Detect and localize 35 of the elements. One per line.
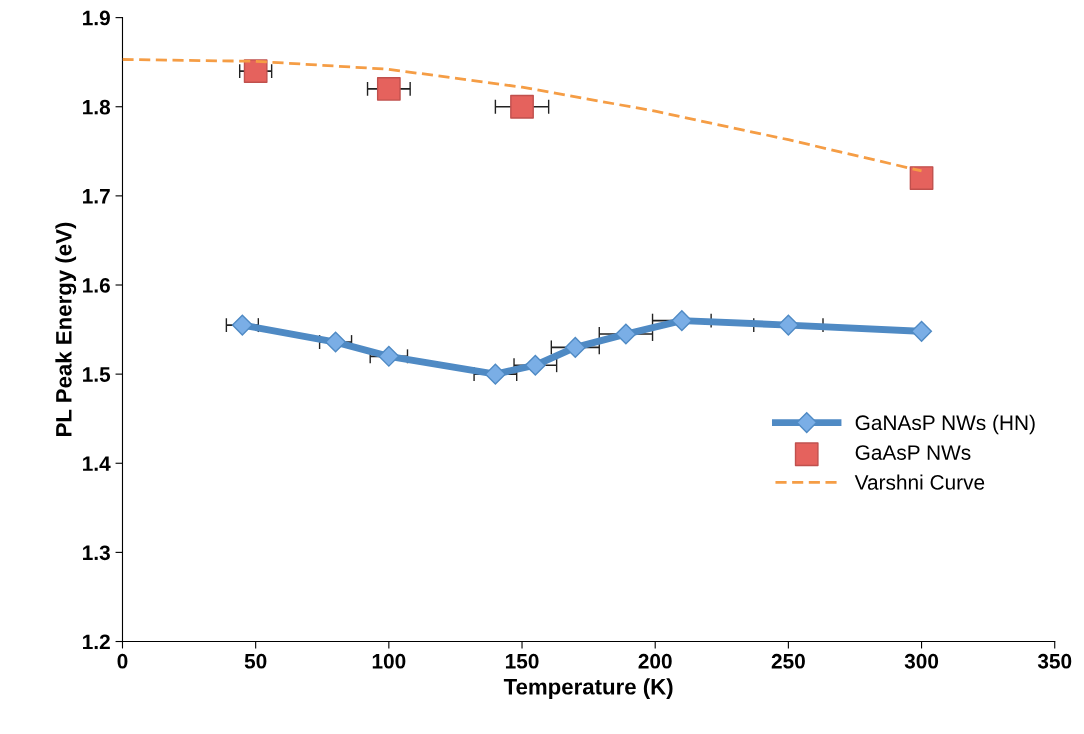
point (510, 94, 534, 119)
x-tick-label: 150 (505, 653, 539, 669)
y-tick-label: 1.9 (83, 10, 110, 26)
legend-label: GaAsP NWs (855, 445, 971, 460)
x-tick-label: 0 (117, 653, 128, 669)
point (325, 331, 347, 353)
y-tick-label: 1.7 (83, 189, 110, 204)
point (524, 354, 546, 376)
point (376, 77, 401, 101)
y-tick-label: 1.8 (83, 99, 111, 115)
x-tick-label: 200 (638, 653, 672, 669)
y-axis-title: PL Peak Energy (eV) (55, 222, 77, 436)
point (911, 320, 933, 342)
x-tick-label: 350 (1037, 653, 1072, 669)
x-tick-label: 50 (244, 653, 267, 669)
point (615, 323, 637, 345)
point (484, 363, 506, 385)
legend-label: GaNAsP NWs (HN) (855, 414, 1035, 435)
point (777, 314, 799, 336)
point (231, 314, 253, 336)
x-axis-title: Temperature (K) (503, 678, 673, 700)
x-tick-label: 300 (904, 653, 939, 669)
point (909, 166, 934, 190)
point (378, 345, 400, 367)
y-tick-label: 1.6 (83, 278, 110, 293)
legend-label: Varshni Curve (854, 474, 985, 490)
x-tick-label: 100 (372, 653, 406, 669)
y-tick-label: 1.5 (83, 367, 111, 382)
y-tick-label: 1.2 (83, 634, 110, 650)
x-tick-label: 250 (771, 653, 805, 669)
point (243, 59, 268, 83)
y-tick-label: 1.3 (83, 545, 110, 561)
point (671, 310, 693, 332)
y-tick-label: 1.4 (83, 456, 111, 471)
point (564, 336, 586, 358)
